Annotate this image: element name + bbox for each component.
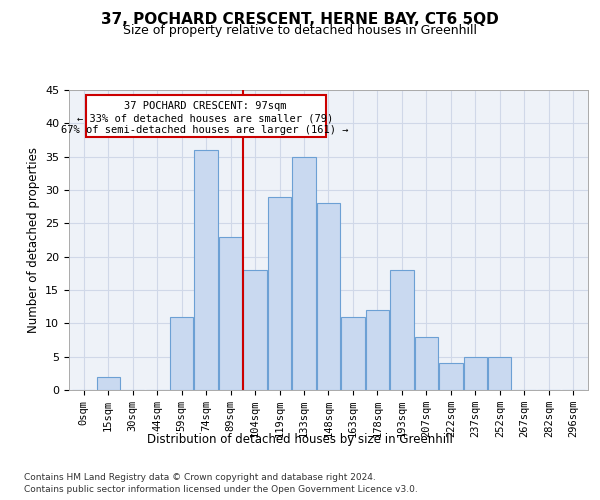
Bar (391, 270, 413, 390)
Bar (194, 150, 218, 390)
Bar (86, 96, 326, 136)
Bar (341, 316, 365, 390)
Text: 67% of semi-detached houses are larger (161) →: 67% of semi-detached houses are larger (… (61, 126, 349, 136)
Text: Size of property relative to detached houses in Greenhill: Size of property relative to detached ho… (123, 24, 477, 37)
Bar (292, 156, 316, 390)
Bar (317, 204, 340, 390)
Bar (464, 356, 487, 390)
Bar (97, 376, 120, 390)
Text: Contains HM Land Registry data © Crown copyright and database right 2024.: Contains HM Land Registry data © Crown c… (24, 472, 376, 482)
Bar (244, 270, 266, 390)
Y-axis label: Number of detached properties: Number of detached properties (26, 147, 40, 333)
Bar (439, 364, 463, 390)
Bar (268, 196, 291, 390)
Text: ← 33% of detached houses are smaller (79): ← 33% of detached houses are smaller (79… (77, 113, 333, 123)
Bar (415, 336, 438, 390)
Text: Distribution of detached houses by size in Greenhill: Distribution of detached houses by size … (147, 432, 453, 446)
Bar (170, 316, 193, 390)
Text: 37 POCHARD CRESCENT: 97sqm: 37 POCHARD CRESCENT: 97sqm (124, 100, 286, 110)
Text: 37, POCHARD CRESCENT, HERNE BAY, CT6 5QD: 37, POCHARD CRESCENT, HERNE BAY, CT6 5QD (101, 12, 499, 28)
Bar (488, 356, 511, 390)
Bar (366, 310, 389, 390)
Bar (219, 236, 242, 390)
Text: Contains public sector information licensed under the Open Government Licence v3: Contains public sector information licen… (24, 485, 418, 494)
